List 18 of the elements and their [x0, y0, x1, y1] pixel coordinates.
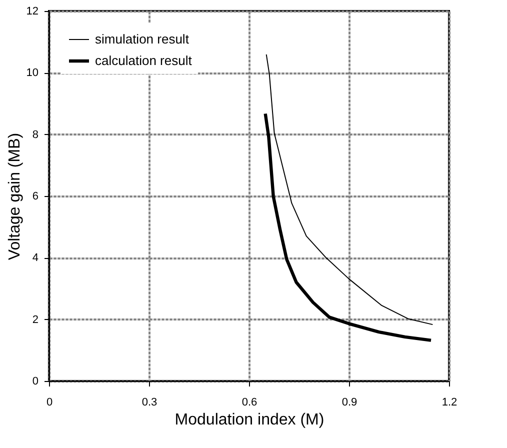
y-tick-label: 2: [32, 314, 38, 326]
y-tick-label: 6: [32, 190, 38, 202]
x-tick-label: 0.3: [142, 396, 158, 408]
y-tick-label: 8: [32, 128, 38, 141]
x-tick-label: 0.9: [342, 396, 358, 408]
y-tick-label: 4: [32, 252, 38, 264]
x-tick-label: 1.2: [442, 396, 458, 408]
x-axis-title: Modulation index (M): [174, 412, 324, 428]
legend-label: calculation result: [95, 53, 192, 68]
line-series: [266, 54, 434, 326]
y-tick-label: 10: [26, 67, 38, 80]
line-series: [264, 112, 433, 342]
y-axis-title: Voltage gain (MB): [6, 132, 24, 260]
legend-label: simulation result: [95, 32, 190, 46]
y-tick-label: 12: [26, 6, 38, 18]
y-tick-label: 0: [32, 376, 38, 388]
x-tick-label: 0: [46, 396, 53, 408]
x-tick-label: 0.6: [242, 396, 258, 408]
